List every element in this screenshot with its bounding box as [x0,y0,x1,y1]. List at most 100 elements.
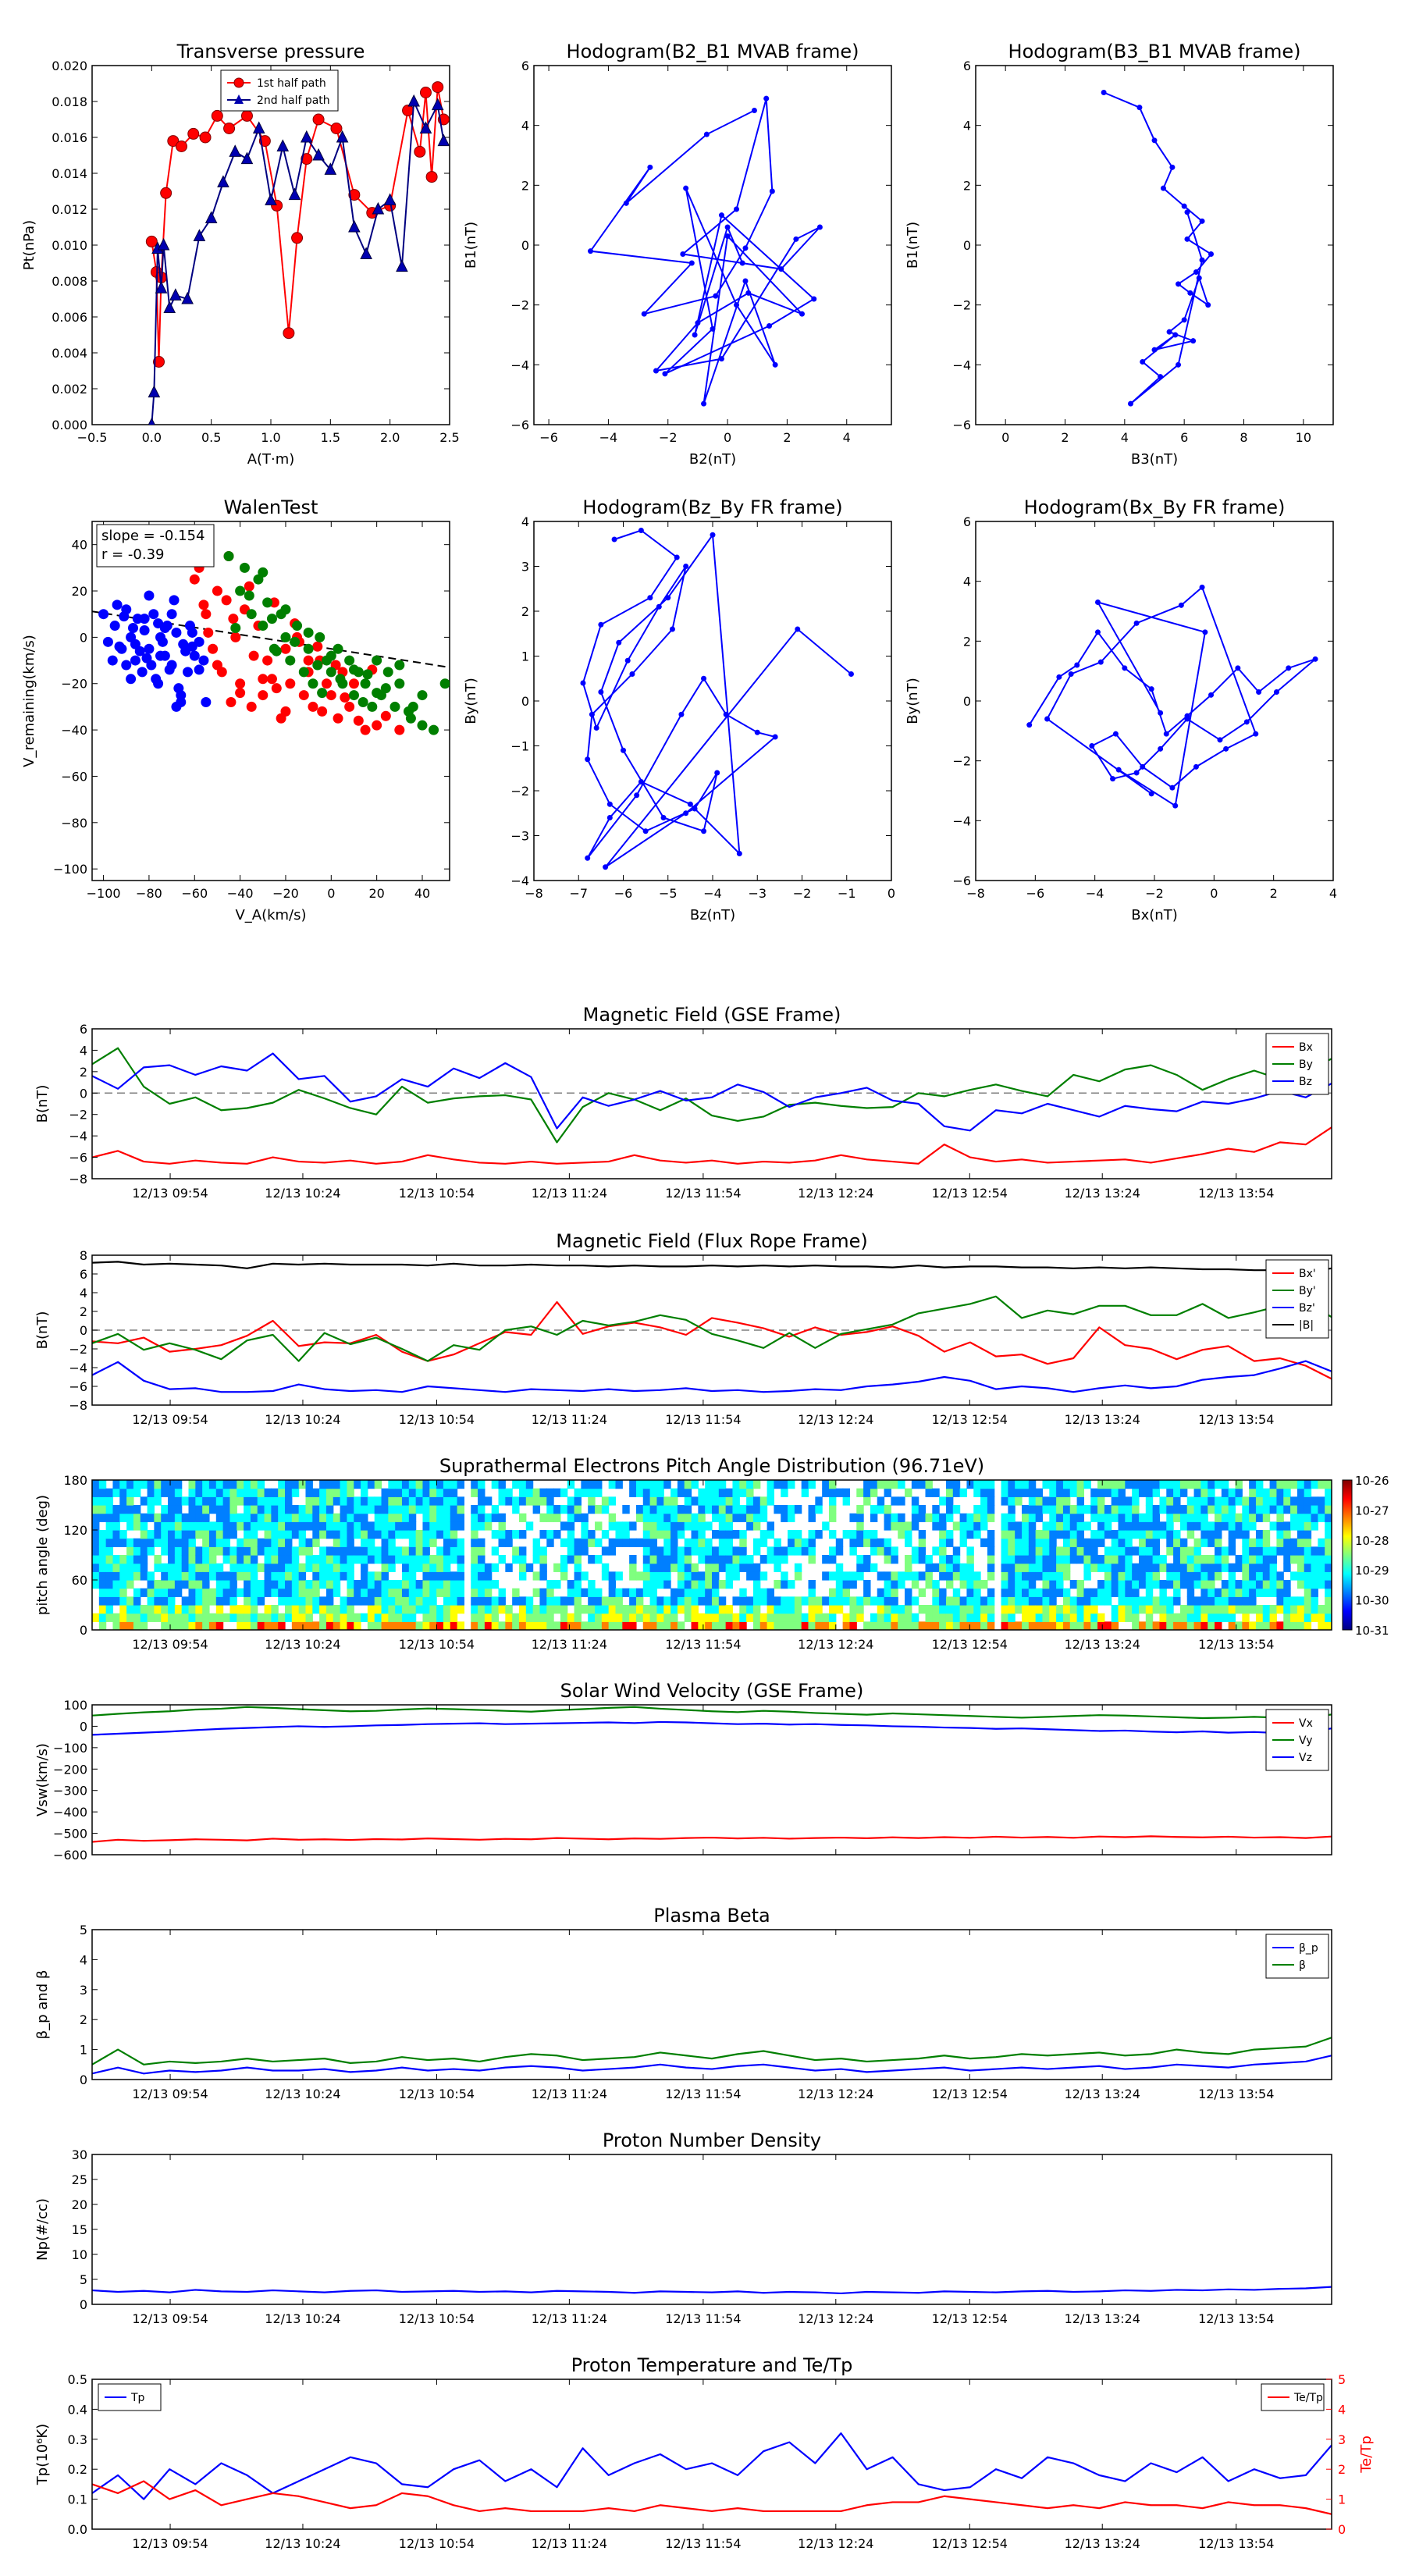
heatmap-cell [746,1613,754,1622]
heatmap-cell [1152,1505,1161,1514]
data-point [335,674,346,685]
heatmap-cell [822,1488,830,1497]
heatmap-cell [1145,1588,1154,1597]
heatmap-cell [870,1513,878,1522]
heatmap-cell [939,1613,947,1622]
heatmap-cell [1215,1546,1222,1556]
heatmap-cell [1304,1480,1312,1489]
heatmap-cell [532,1496,541,1506]
heatmap-cell [1001,1596,1008,1606]
series-line [582,529,852,868]
heatmap-cell [932,1505,940,1514]
heatmap-cell [347,1488,354,1497]
heatmap-cell [553,1605,561,1614]
heatmap-cell [767,1588,774,1597]
heatmap-cell [1015,1571,1023,1581]
heatmap-cell [608,1480,617,1489]
data-point [1112,731,1119,737]
chart-title: Solar Wind Velocity (GSE Frame) [560,1680,864,1702]
data-point [1044,716,1051,722]
heatmap-cell [319,1596,327,1606]
heatmap-cell [973,1505,981,1514]
y-tick-label: −4 [510,358,529,372]
data-point [674,554,680,560]
data-point [710,532,716,538]
heatmap-cell [718,1563,727,1572]
heatmap-cell [1304,1496,1312,1506]
heatmap-cell [939,1496,947,1506]
data-point [246,701,257,712]
heatmap-cell [471,1480,478,1489]
heatmap-cell [1097,1613,1105,1622]
heatmap-cell [408,1613,417,1622]
heatmap-cell [278,1555,286,1564]
heatmap-cell [1001,1513,1008,1522]
heatmap-cell [325,1613,334,1622]
heatmap-cell [1221,1613,1229,1622]
heatmap-cell [436,1621,444,1630]
y-tick-label: −4 [952,358,971,372]
heatmap-cell [237,1513,244,1522]
heatmap-cell [105,1513,114,1522]
x-tick-label: 12/13 12:24 [798,1412,873,1427]
data-point [166,609,177,620]
heatmap-cell [161,1563,169,1572]
heatmap-cell [1104,1505,1112,1514]
heatmap-cell [347,1563,354,1572]
y2-axis-label: Te/Tp [1358,2435,1375,2474]
heatmap-cell [1325,1613,1332,1622]
heatmap-cell [402,1596,410,1606]
heatmap-cell [257,1588,265,1597]
y2-tick-label: 4 [1338,2402,1346,2417]
x-tick-label: 2 [1270,886,1278,901]
heatmap-cell [788,1605,795,1614]
y-tick-label: 0.008 [52,274,87,289]
heatmap-cell [415,1488,424,1497]
heatmap-cell [1159,1496,1167,1506]
heatmap-cell [374,1521,382,1531]
heatmap-cell [195,1580,203,1589]
heatmap-cell [1193,1521,1201,1531]
heatmap-cell [429,1505,437,1514]
heatmap-cell [1200,1555,1208,1564]
heatmap-cell [402,1571,410,1581]
heatmap-cell [1249,1563,1257,1572]
heatmap-cell [1262,1505,1271,1514]
heatmap-cell [319,1521,327,1531]
data-point [621,747,626,753]
heatmap-cell [1228,1580,1236,1589]
heatmap-cell [133,1505,141,1514]
heatmap-cell [1221,1555,1229,1564]
heatmap-cell [732,1480,740,1489]
heatmap-cell [1076,1613,1084,1622]
heatmap-cell [1028,1496,1037,1506]
heatmap-cell [1159,1521,1167,1531]
x-tick-label: 12/13 12:54 [932,2087,1008,2101]
heatmap-cell [1208,1580,1215,1589]
heatmap-cell [237,1488,244,1497]
data-point [312,641,323,652]
heatmap-cell [884,1505,891,1514]
heatmap-cell [1255,1530,1264,1539]
plot-area [92,1047,1332,1165]
heatmap-cell [663,1505,671,1514]
data-point [624,657,631,664]
data-point [194,664,205,675]
heatmap-cell [581,1521,589,1531]
heatmap-cell [195,1496,203,1506]
data-point [585,756,591,763]
data-point [333,643,343,654]
heatmap-cell [174,1621,183,1630]
heatmap-cell [340,1555,348,1564]
legend-marker [233,77,244,88]
data-point [372,688,382,699]
heatmap-cell [781,1505,788,1514]
heatmap-cell [325,1571,334,1581]
heatmap-cell [1200,1480,1208,1489]
data-point [1133,770,1140,776]
heatmap-cell [333,1613,341,1622]
heatmap-cell [237,1521,244,1531]
heatmap-cell [402,1530,410,1539]
heatmap-cell [615,1538,623,1547]
heatmap-cell [498,1530,506,1539]
